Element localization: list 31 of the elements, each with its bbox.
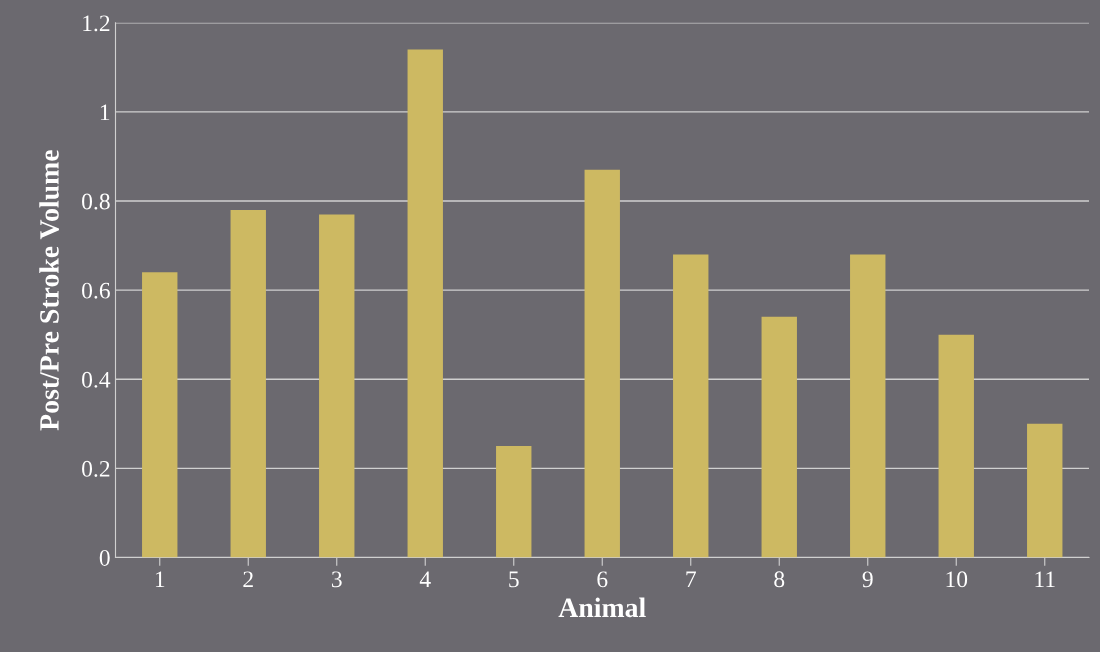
y-tick-label: 1.2 bbox=[83, 15, 110, 32]
bar bbox=[584, 169, 620, 558]
bar bbox=[319, 214, 355, 558]
bar bbox=[142, 272, 178, 558]
y-tick-label: 1 bbox=[100, 104, 110, 121]
x-tick-label: 3 bbox=[331, 571, 342, 588]
x-tick-label: 7 bbox=[686, 571, 696, 588]
x-tick-label: 5 bbox=[509, 571, 519, 588]
x-tick-label: 4 bbox=[419, 571, 431, 588]
bar bbox=[230, 209, 266, 558]
bar bbox=[850, 254, 886, 558]
bar bbox=[673, 254, 709, 558]
y-tick-label: 0.4 bbox=[82, 371, 111, 388]
y-axis-title: Post/Pre Stroke Volume bbox=[39, 150, 59, 431]
bar bbox=[496, 446, 532, 558]
bar bbox=[407, 49, 443, 558]
y-tick-label: 0.8 bbox=[82, 193, 110, 210]
x-tick-label: 2 bbox=[243, 571, 253, 588]
y-tick-label: 0.2 bbox=[82, 460, 110, 477]
x-tick-label: 6 bbox=[597, 571, 608, 588]
bar bbox=[761, 316, 797, 558]
x-tick-label: 11 bbox=[1035, 571, 1055, 588]
y-tick-label: 0.6 bbox=[82, 282, 110, 299]
bar bbox=[938, 334, 974, 558]
x-tick-label: 9 bbox=[862, 571, 873, 588]
x-tick-label: 1 bbox=[155, 571, 165, 588]
x-tick-label: 10 bbox=[946, 571, 968, 588]
x-tick-label: 8 bbox=[774, 571, 785, 588]
bar bbox=[1027, 423, 1063, 558]
y-tick-label: 0 bbox=[99, 549, 110, 566]
x-axis-title: Animal bbox=[558, 597, 646, 618]
